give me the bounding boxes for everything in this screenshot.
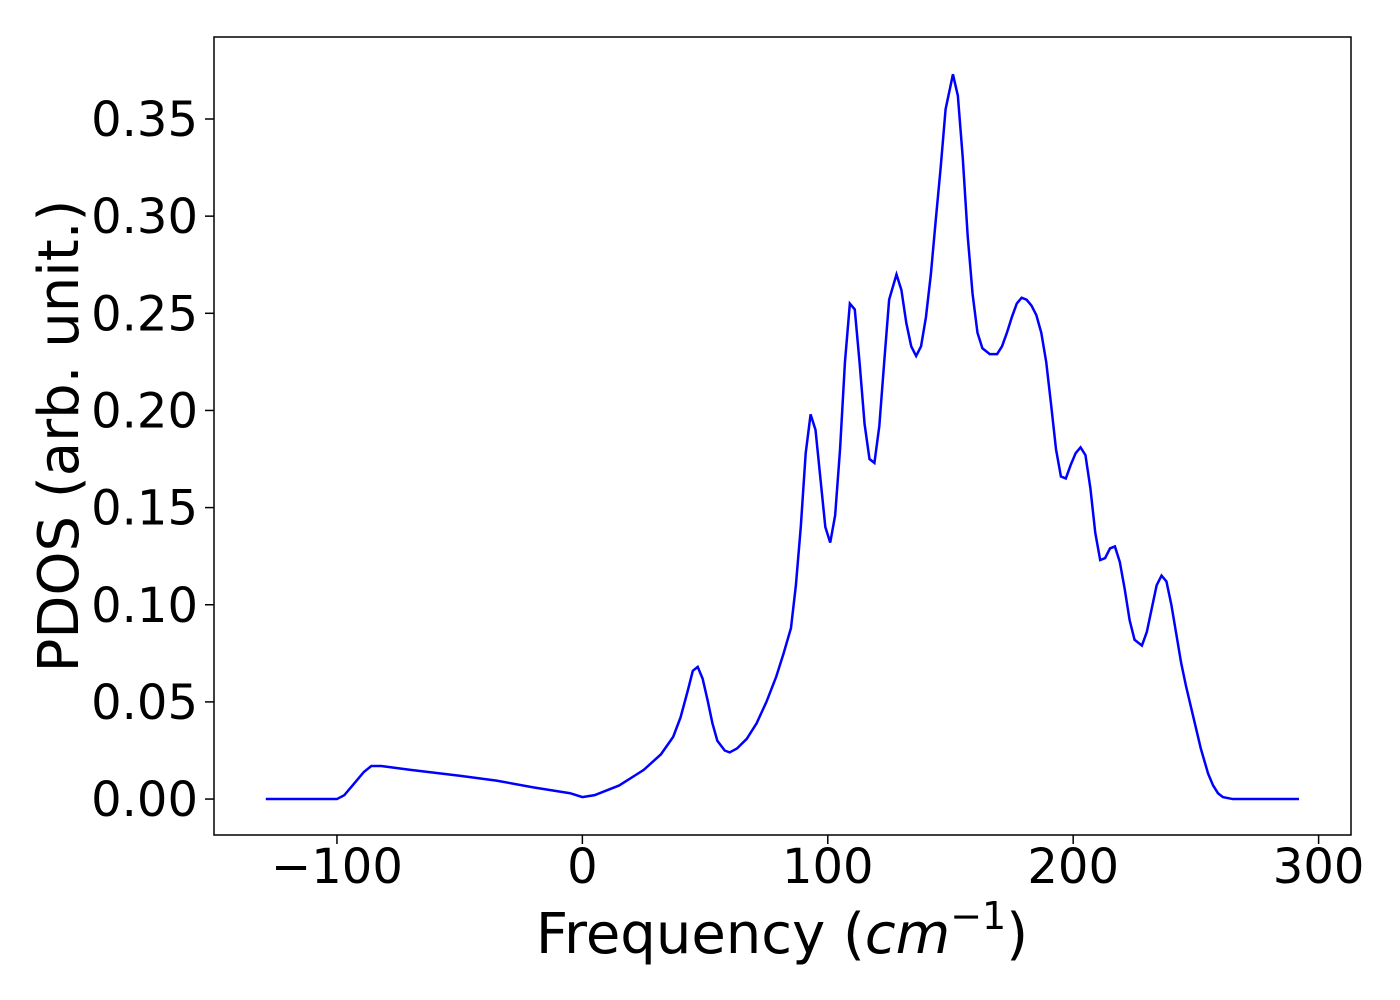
- y-tick-label: 0.25: [91, 286, 198, 342]
- x-tick-label: 100: [782, 839, 874, 895]
- y-tick-label: 0.15: [91, 481, 198, 537]
- x-label-math: cm: [865, 902, 950, 967]
- y-tick-label: 0.30: [91, 189, 198, 245]
- y-tick-label: 0.05: [91, 675, 198, 731]
- y-axis-label: PDOS (arb. unit.): [27, 200, 92, 673]
- x-axis-label: Frequency (cm−1): [536, 894, 1028, 967]
- x-label-text: ): [1006, 902, 1028, 967]
- x-tick-label: 0: [567, 839, 598, 895]
- plot-frame: [213, 36, 1352, 836]
- x-label-sup: −1: [950, 894, 1006, 938]
- y-tick-label: 0.35: [91, 92, 198, 148]
- line-series: [265, 74, 1299, 801]
- y-tick-label: 0.00: [91, 772, 198, 828]
- x-tick-label: −100: [271, 839, 403, 895]
- y-tick-label: 0.10: [91, 578, 198, 634]
- y-tick-label: 0.20: [91, 383, 198, 439]
- x-tick-label: 300: [1273, 839, 1365, 895]
- x-label-text: Frequency (: [536, 902, 865, 967]
- x-tick-label: 200: [1027, 839, 1119, 895]
